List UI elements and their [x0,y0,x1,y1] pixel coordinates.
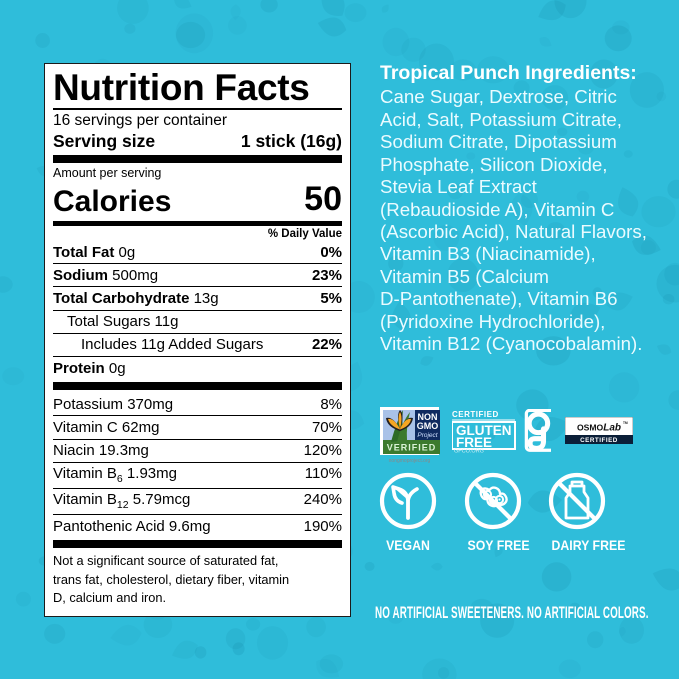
svg-text:CERTIFIED: CERTIFIED [580,437,618,444]
svg-text:GMO: GMO [417,421,439,431]
svg-text:GFCO.ORG: GFCO.ORG [454,449,484,454]
svg-text:TM: TM [623,421,628,425]
svg-text:OSMOLab: OSMOLab [577,423,621,434]
svg-text:VERIFIED: VERIFIED [387,443,437,453]
svg-text:Project: Project [417,432,438,439]
svg-text:CERTIFIED: CERTIFIED [452,410,499,419]
